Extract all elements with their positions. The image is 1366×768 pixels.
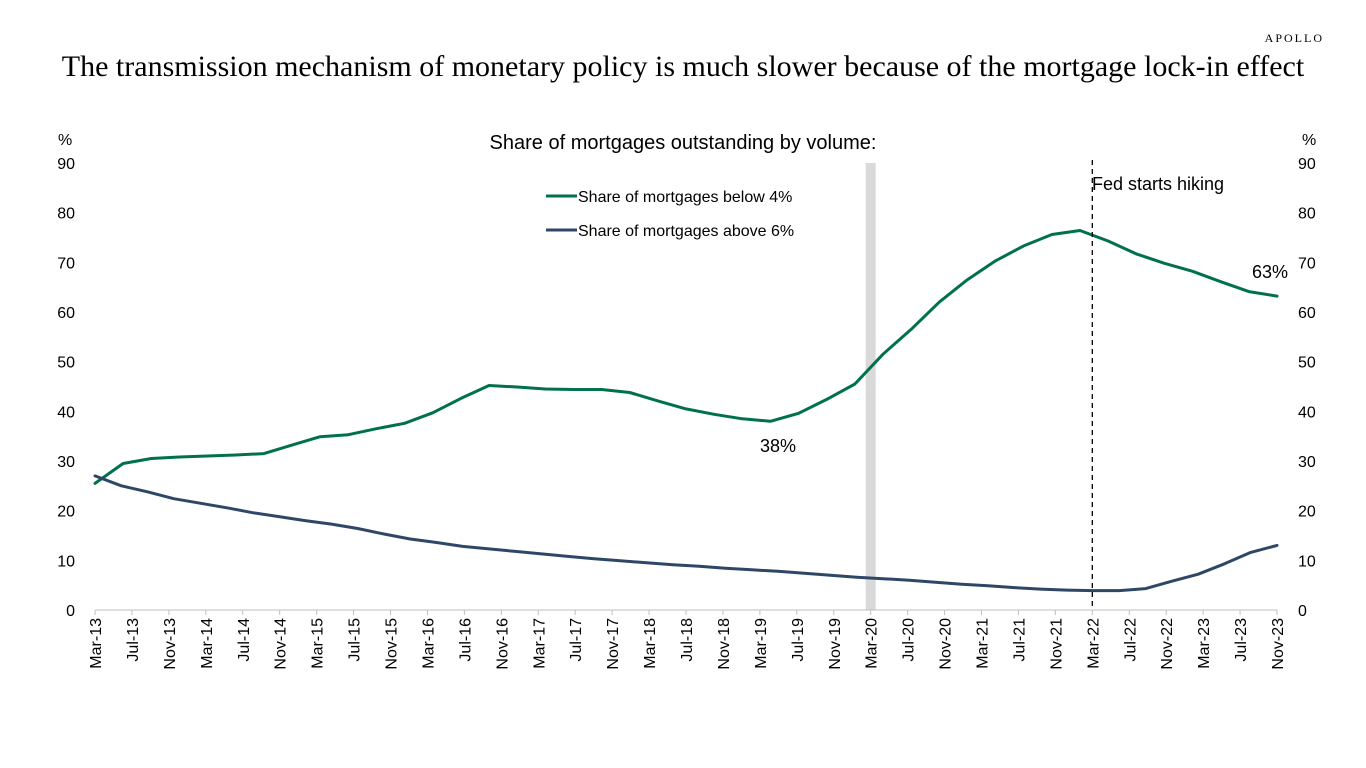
- x-tick-label: Mar-13: [88, 618, 105, 669]
- y-tick-label-left: 0: [66, 603, 75, 620]
- x-tick-label: Nov-14: [273, 618, 290, 670]
- end-value-label: 63%: [1252, 262, 1288, 282]
- x-tick-label: Mar-18: [642, 618, 659, 669]
- y-tick-label-right: 30: [1298, 454, 1316, 471]
- y-tick-label-left: 20: [57, 504, 75, 521]
- x-tick-label: Mar-23: [1196, 618, 1213, 669]
- page-title: The transmission mechanism of monetary p…: [61, 50, 1305, 83]
- x-tick-label: Jul-17: [568, 618, 585, 662]
- x-tick-label: Nov-15: [384, 618, 401, 670]
- y-unit-left: %: [58, 132, 72, 149]
- y-tick-label-left: 30: [57, 454, 75, 471]
- y-tick-label-left: 90: [57, 156, 75, 173]
- x-tick-label: Mar-20: [864, 618, 881, 669]
- low-value-label: 38%: [760, 436, 796, 456]
- series-line-above-6-percent: [93, 474, 1279, 593]
- x-tick-label: Jul-20: [901, 618, 918, 662]
- y-tick-label-left: 70: [57, 255, 75, 272]
- x-tick-label: Jul-13: [125, 618, 142, 662]
- y-tick-label-right: 60: [1298, 305, 1316, 322]
- x-tick-label: Mar-16: [420, 618, 437, 669]
- x-tick-label: Nov-22: [1159, 618, 1176, 670]
- y-tick-label-left: 40: [57, 404, 75, 421]
- y-tick-label-left: 80: [57, 206, 75, 223]
- x-tick-label: Mar-21: [975, 618, 992, 669]
- x-tick-label: Jul-18: [679, 618, 696, 662]
- fed-hiking-label: Fed starts hiking: [1092, 174, 1224, 194]
- x-tick-label: Mar-22: [1085, 618, 1102, 669]
- x-tick-label: Nov-18: [716, 618, 733, 670]
- covid-shading-band: [865, 163, 876, 610]
- y-tick-label-right: 0: [1298, 603, 1307, 620]
- x-tick-label: Nov-17: [605, 618, 622, 670]
- y-tick-label-left: 60: [57, 305, 75, 322]
- x-tick-label: Jul-16: [457, 618, 474, 662]
- legend-label-above-6-percent: Share of mortgages above 6%: [578, 223, 794, 240]
- x-tick-label: Jul-14: [236, 618, 253, 662]
- x-tick-label: Nov-20: [938, 618, 955, 670]
- x-tick-label: Mar-14: [199, 618, 216, 669]
- x-tick-label: Jul-23: [1233, 618, 1250, 662]
- y-unit-right: %: [1302, 132, 1316, 149]
- x-tick-label: Jul-21: [1011, 618, 1028, 662]
- y-tick-label-right: 90: [1298, 156, 1316, 173]
- x-tick-label: Jul-22: [1122, 618, 1139, 662]
- x-tick-label: Nov-23: [1270, 618, 1287, 670]
- legend-label-below-4-percent: Share of mortgages below 4%: [578, 189, 792, 206]
- series-line-below-4-percent: [93, 229, 1279, 485]
- x-tick-label: Mar-19: [753, 618, 770, 669]
- y-tick-label-right: 10: [1298, 553, 1316, 570]
- x-tick-label: Mar-15: [310, 618, 327, 669]
- y-tick-label-right: 70: [1298, 255, 1316, 272]
- x-tick-label: Nov-21: [1048, 618, 1065, 670]
- y-tick-label-right: 40: [1298, 404, 1316, 421]
- x-tick-label: Nov-13: [162, 618, 179, 670]
- chart-subtitle: Share of mortgages outstanding by volume…: [490, 132, 877, 154]
- x-tick-label: Nov-16: [494, 618, 511, 670]
- x-tick-label: Mar-17: [531, 618, 548, 669]
- y-tick-label-left: 10: [57, 553, 75, 570]
- y-tick-label-left: 50: [57, 355, 75, 372]
- apollo-logo: APOLLO: [1264, 31, 1324, 45]
- x-tick-label: Jul-15: [347, 618, 364, 662]
- x-tick-label: Jul-19: [790, 618, 807, 662]
- y-tick-label-right: 80: [1298, 206, 1316, 223]
- y-tick-label-right: 20: [1298, 504, 1316, 521]
- y-tick-label-right: 50: [1298, 355, 1316, 372]
- x-tick-label: Nov-19: [827, 618, 844, 670]
